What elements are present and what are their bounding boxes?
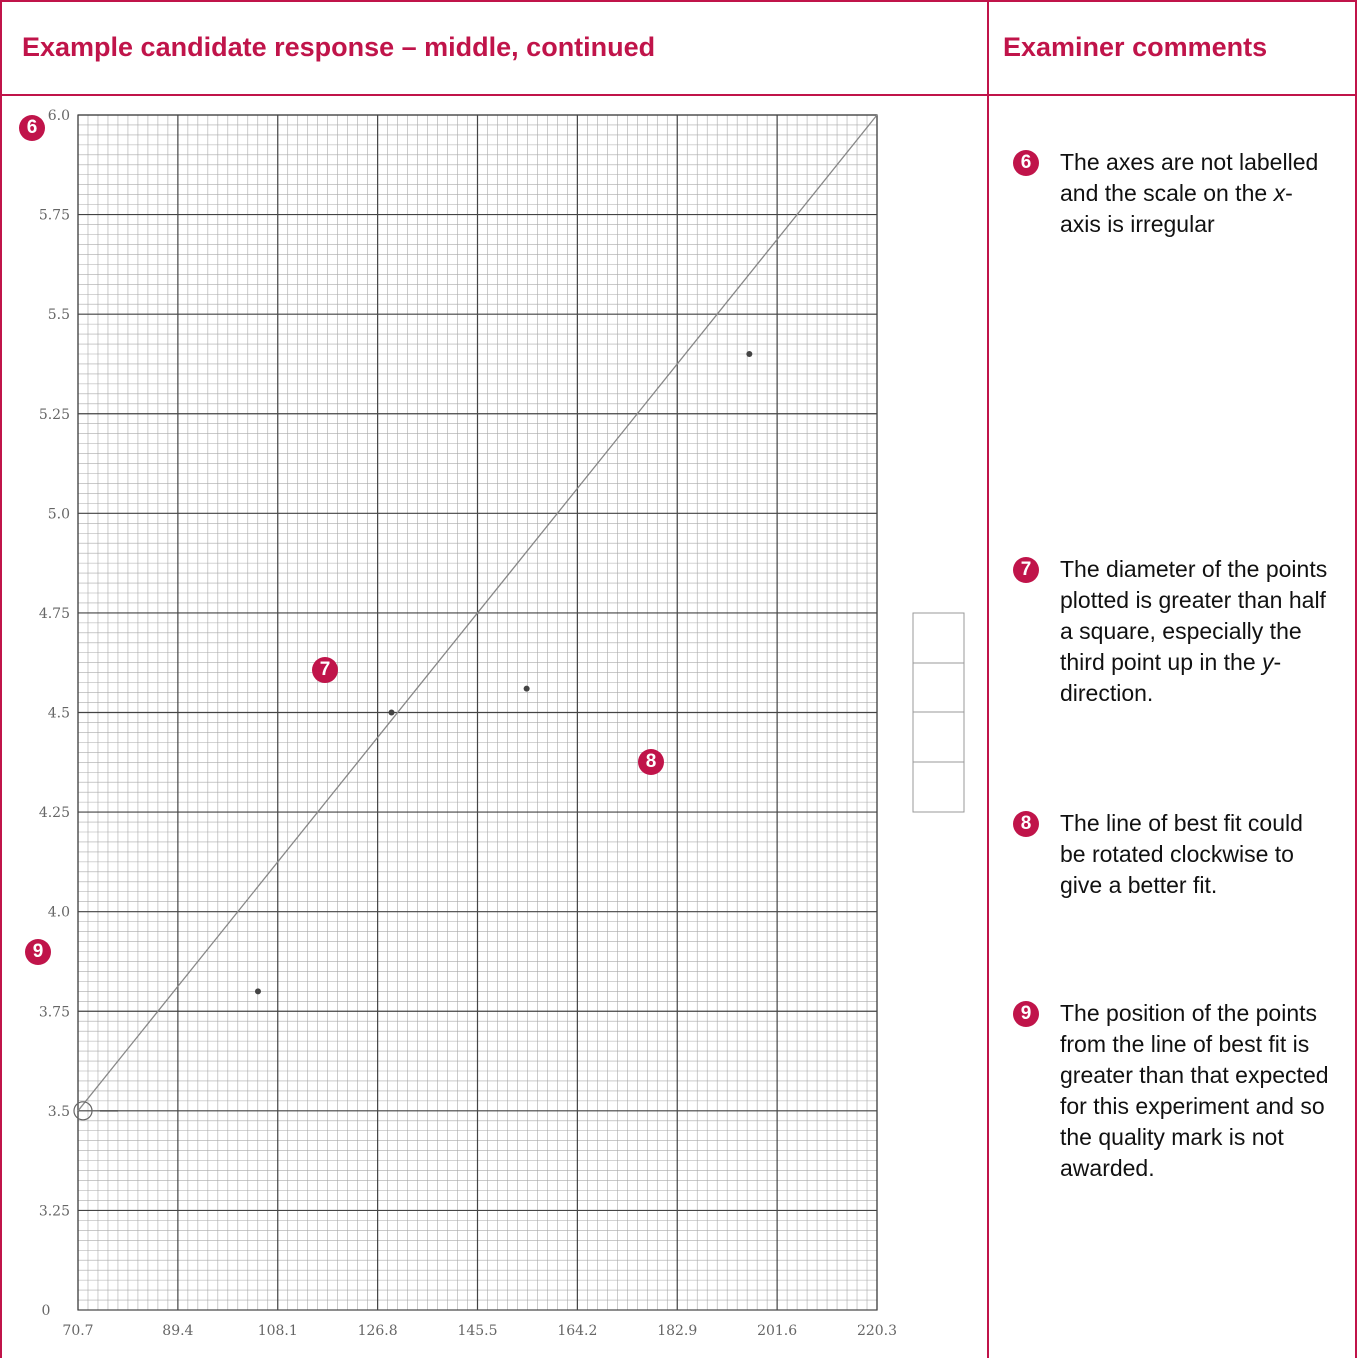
graph: 70.7 89.4 108.1 126.8 145.5 164.2 182.9 201.6 22… xyxy=(0,0,988,1358)
comment-text: The position of the points from the line… xyxy=(1060,998,1332,1184)
comment-text: The axes are not labelled and the scale … xyxy=(1060,147,1332,240)
y-tick-label: 4.0 xyxy=(48,905,70,921)
graph-badge: 9 xyxy=(25,939,51,965)
data-point xyxy=(389,710,395,716)
data-point xyxy=(255,988,261,994)
header-right: Examiner comments xyxy=(1003,32,1267,63)
x-tick-label: 126.8 xyxy=(358,1323,398,1339)
data-point xyxy=(524,686,530,692)
comment-badge: 8 xyxy=(1013,811,1039,837)
comment-badge: 9 xyxy=(1013,1001,1039,1027)
x-tick-label: 201.6 xyxy=(757,1323,797,1339)
comment-text-part: The line of best fit could be rotated cl… xyxy=(1060,810,1303,898)
x-tick-label: 70.7 xyxy=(62,1323,93,1339)
y-tick-label: 5.0 xyxy=(48,506,70,522)
comment-text: The line of best fit could be rotated cl… xyxy=(1060,808,1332,901)
x-tick-label: 182.9 xyxy=(657,1323,697,1339)
y-tick-label: 5.75 xyxy=(39,208,70,224)
y-tick-label: 3.75 xyxy=(39,1004,70,1020)
y-tick-label: 6.0 xyxy=(48,108,70,124)
comment-text-part: y xyxy=(1262,649,1274,675)
origin-label: 0 xyxy=(42,1303,51,1319)
y-tick-label: 3.25 xyxy=(39,1203,70,1219)
y-tick-label: 5.25 xyxy=(39,407,70,423)
comment-badge: 7 xyxy=(1013,557,1039,583)
x-tick-label: 89.4 xyxy=(162,1323,193,1339)
x-tick-label: 164.2 xyxy=(557,1323,597,1339)
graph-badge: 6 xyxy=(19,115,45,141)
x-tick-label: 220.3 xyxy=(857,1323,897,1339)
x-tick-label: 108.1 xyxy=(258,1323,298,1339)
y-tick-label: 5.5 xyxy=(48,307,70,323)
y-tick-label: 3.5 xyxy=(48,1104,70,1120)
y-tick-label: 4.25 xyxy=(39,805,70,821)
comment-text-part: The diameter of the points plotted is gr… xyxy=(1060,556,1327,675)
graph-badge: 7 xyxy=(312,657,338,683)
comment-text-part: x xyxy=(1274,180,1286,206)
comment-text-part: The position of the points from the line… xyxy=(1060,1000,1329,1181)
data-point xyxy=(746,351,752,357)
graph-badge: 8 xyxy=(638,749,664,775)
y-tick-label: 4.5 xyxy=(48,706,70,722)
page: Example candidate response – middle, con… xyxy=(0,0,1357,1358)
x-tick-label: 145.5 xyxy=(457,1323,497,1339)
y-tick-label: 4.75 xyxy=(39,606,70,622)
comment-text: The diameter of the points plotted is gr… xyxy=(1060,554,1332,709)
comment-badge: 6 xyxy=(1013,150,1039,176)
